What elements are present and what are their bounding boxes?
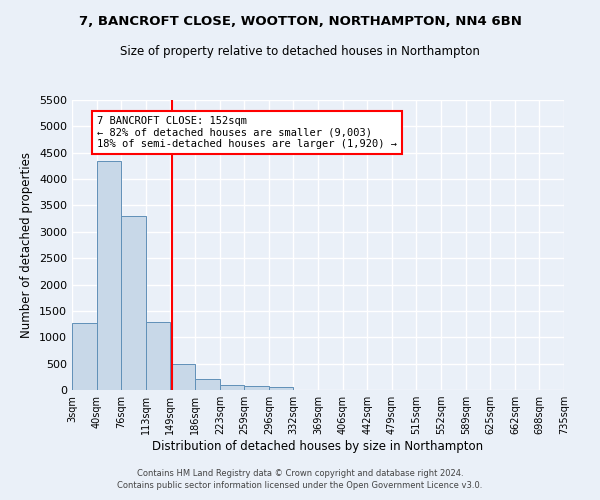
Bar <box>269 387 293 390</box>
Bar <box>244 386 269 390</box>
Text: Size of property relative to detached houses in Northampton: Size of property relative to detached ho… <box>120 45 480 58</box>
Bar <box>146 322 170 390</box>
Text: Contains HM Land Registry data © Crown copyright and database right 2024.: Contains HM Land Registry data © Crown c… <box>137 468 463 477</box>
Bar <box>121 216 146 390</box>
Y-axis label: Number of detached properties: Number of detached properties <box>20 152 34 338</box>
Bar <box>97 160 121 390</box>
Bar <box>220 386 244 390</box>
Text: Contains public sector information licensed under the Open Government Licence v3: Contains public sector information licen… <box>118 481 482 490</box>
X-axis label: Distribution of detached houses by size in Northampton: Distribution of detached houses by size … <box>152 440 484 453</box>
Text: 7 BANCROFT CLOSE: 152sqm
← 82% of detached houses are smaller (9,003)
18% of sem: 7 BANCROFT CLOSE: 152sqm ← 82% of detach… <box>97 116 397 149</box>
Bar <box>170 364 195 390</box>
Text: 7, BANCROFT CLOSE, WOOTTON, NORTHAMPTON, NN4 6BN: 7, BANCROFT CLOSE, WOOTTON, NORTHAMPTON,… <box>79 15 521 28</box>
Bar <box>72 323 97 390</box>
Bar <box>195 379 220 390</box>
